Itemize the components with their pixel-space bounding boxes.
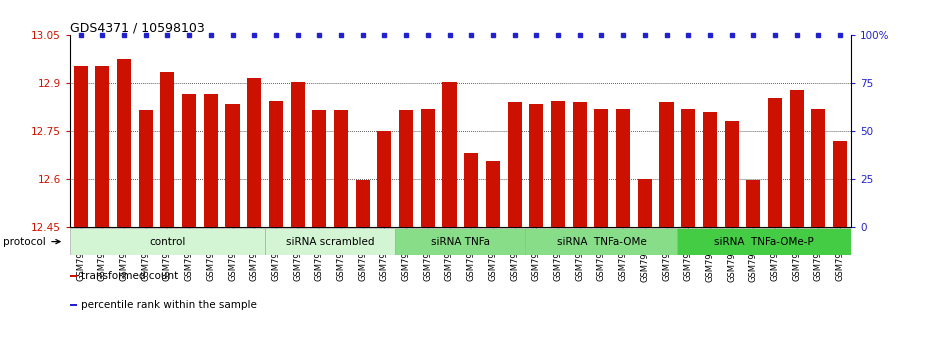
Text: siRNA TNFa: siRNA TNFa <box>431 236 490 247</box>
Bar <box>677 228 851 255</box>
Bar <box>638 179 652 227</box>
Bar <box>395 228 525 255</box>
Bar <box>139 110 153 227</box>
Text: transformed count: transformed count <box>81 271 179 281</box>
Bar <box>681 109 696 227</box>
Text: siRNA  TNFa-OMe-P: siRNA TNFa-OMe-P <box>714 236 814 247</box>
Bar <box>573 102 587 227</box>
Bar <box>334 110 348 227</box>
Bar <box>594 109 608 227</box>
Text: protocol: protocol <box>4 236 60 247</box>
Bar <box>811 109 826 227</box>
Bar <box>117 59 131 227</box>
Bar <box>508 102 522 227</box>
Bar <box>378 131 392 227</box>
Bar <box>790 90 804 227</box>
Bar <box>525 228 677 255</box>
Bar <box>269 101 283 227</box>
Bar <box>703 112 717 227</box>
Text: control: control <box>149 236 186 247</box>
Bar <box>768 97 782 227</box>
Bar <box>485 161 500 227</box>
Bar <box>265 228 395 255</box>
Bar <box>70 275 77 277</box>
Text: GDS4371 / 10598103: GDS4371 / 10598103 <box>70 21 205 34</box>
Bar <box>312 110 326 227</box>
Bar <box>659 102 673 227</box>
Bar <box>290 82 305 227</box>
Text: siRNA scrambled: siRNA scrambled <box>286 236 375 247</box>
Bar <box>204 94 218 227</box>
Bar <box>616 109 631 227</box>
Bar <box>160 72 175 227</box>
Bar <box>225 104 240 227</box>
Bar <box>746 180 761 227</box>
Bar <box>420 109 435 227</box>
Bar <box>464 153 478 227</box>
Bar <box>73 66 87 227</box>
Bar <box>724 121 738 227</box>
Bar <box>70 303 77 306</box>
Text: siRNA  TNFa-OMe: siRNA TNFa-OMe <box>556 236 646 247</box>
Text: percentile rank within the sample: percentile rank within the sample <box>81 299 257 309</box>
Bar <box>182 94 196 227</box>
Bar <box>399 110 413 227</box>
Bar <box>551 101 565 227</box>
Bar <box>70 228 265 255</box>
Bar <box>833 141 847 227</box>
Bar <box>355 180 370 227</box>
Bar <box>247 79 261 227</box>
Bar <box>443 82 457 227</box>
Bar <box>529 104 543 227</box>
Bar <box>95 66 110 227</box>
